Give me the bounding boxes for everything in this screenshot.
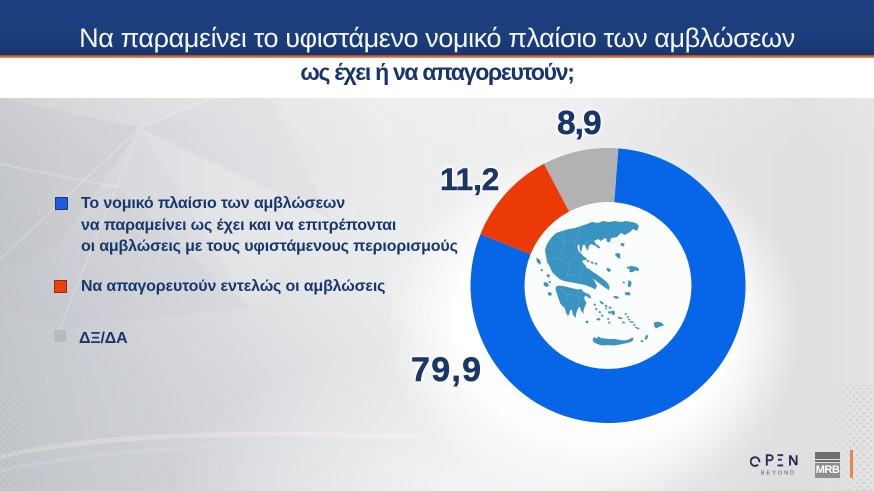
- svg-text:BEYOND: BEYOND: [761, 471, 796, 477]
